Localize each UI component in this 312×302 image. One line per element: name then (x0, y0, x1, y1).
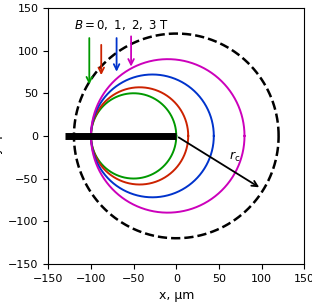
Text: $B = 0,\ 1,\ 2,\ 3\ \mathrm{T}$: $B = 0,\ 1,\ 2,\ 3\ \mathrm{T}$ (74, 18, 169, 32)
X-axis label: x, μm: x, μm (158, 289, 194, 302)
Text: $r_{\rm c}$: $r_{\rm c}$ (229, 150, 241, 164)
Y-axis label: y, μm: y, μm (0, 118, 3, 154)
